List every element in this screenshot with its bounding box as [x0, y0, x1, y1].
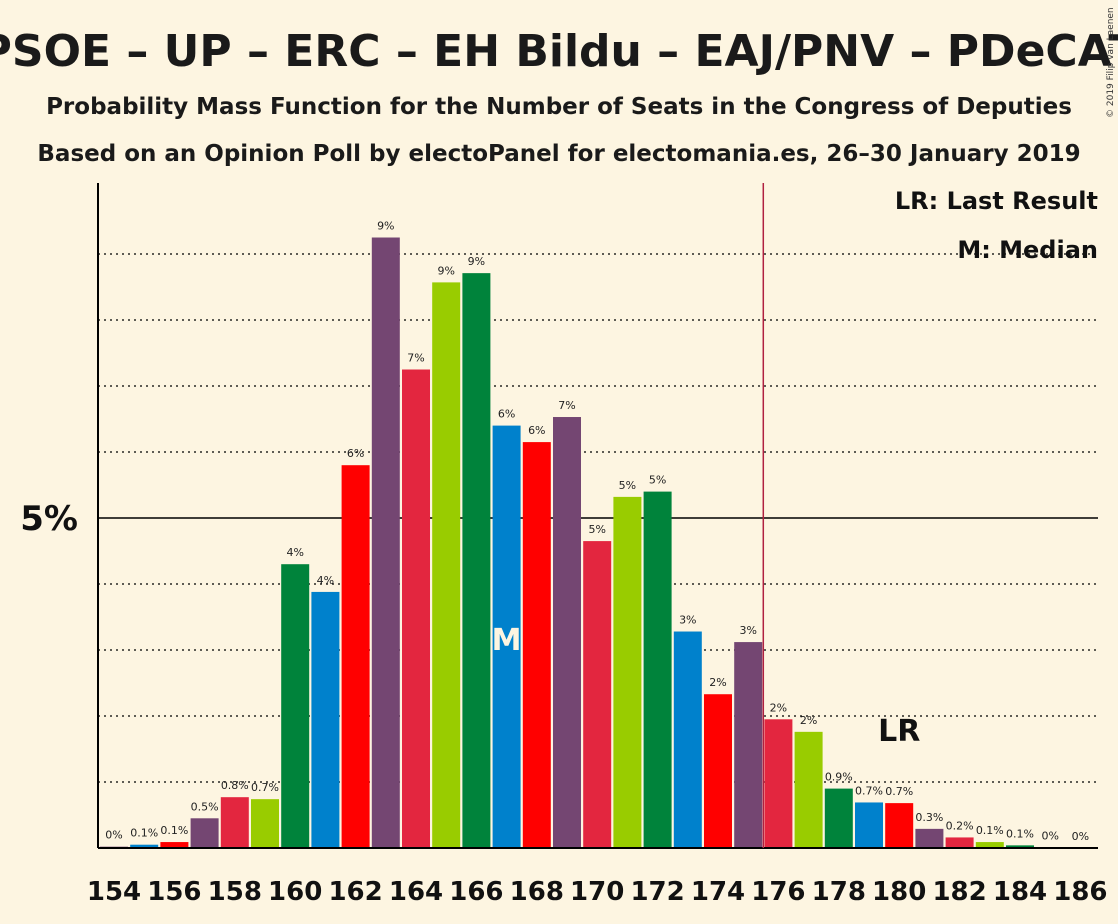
bar-label-seat-167: 6%: [498, 408, 515, 421]
bar-seat-179: [855, 802, 883, 848]
x-tick-162: 162: [328, 877, 382, 907]
bar-seat-168: [522, 442, 551, 848]
bar-label-seat-168: 6%: [528, 424, 545, 437]
bar-label-seat-179: 0.7%: [855, 784, 883, 797]
bar-label-seat-161: 4%: [317, 574, 334, 587]
x-tick-156: 156: [147, 877, 201, 907]
bar-label-seat-178: 0.9%: [825, 771, 853, 784]
bar-seat-172: [643, 491, 672, 848]
bar-seat-160: [281, 564, 310, 848]
bar-seat-169: [553, 417, 581, 848]
bar-label-seat-169: 7%: [558, 399, 575, 412]
x-tick-186: 186: [1053, 877, 1107, 907]
bar-label-seat-157: 0.5%: [191, 800, 219, 813]
bar-label-seat-174: 2%: [709, 676, 726, 689]
bar-label-seat-173: 3%: [679, 614, 696, 627]
legend-median: M: Median: [957, 236, 1098, 264]
bar-seat-158: [220, 797, 249, 848]
bar-seat-165: [432, 282, 461, 848]
bar-seat-182: [945, 837, 974, 848]
bar-seat-184: [1006, 845, 1034, 848]
bar-label-seat-163: 9%: [377, 220, 394, 233]
x-tick-164: 164: [389, 877, 443, 907]
x-tick-184: 184: [993, 877, 1047, 907]
bar-label-seat-181: 0.3%: [915, 811, 943, 824]
bar-seat-155: [130, 844, 159, 848]
bar-seat-174: [704, 694, 732, 848]
bar-seat-170: [583, 541, 612, 848]
bar-label-seat-154: 0%: [105, 829, 122, 842]
chart-title: PSOE – UP – ERC – EH Bildu – EAJ/PNV – P…: [0, 26, 1118, 77]
bar-label-seat-183: 0.1%: [976, 824, 1004, 837]
bar-label-seat-166: 9%: [468, 255, 485, 268]
x-tick-160: 160: [268, 877, 322, 907]
bar-seat-157: [190, 818, 219, 848]
bar-seat-161: [311, 591, 340, 848]
x-tick-166: 166: [449, 877, 503, 907]
bar-label-seat-170: 5%: [588, 523, 605, 536]
bar-label-seat-184: 0.1%: [1006, 827, 1034, 840]
bar-seat-159: [251, 799, 279, 848]
bar-label-seat-164: 7%: [407, 352, 424, 365]
copyright-note: © 2019 Filip van Laenen: [1106, 7, 1116, 118]
x-tick-174: 174: [691, 877, 745, 907]
x-tick-182: 182: [932, 877, 986, 907]
last-result-marker: LR: [878, 714, 920, 749]
x-tick-154: 154: [87, 877, 141, 907]
bar-seat-171: [613, 496, 642, 848]
bar-seat-178: [824, 788, 853, 848]
x-tick-178: 178: [812, 877, 866, 907]
bar-label-seat-176: 2%: [770, 701, 787, 714]
bar-seat-156: [160, 842, 189, 848]
bar-seat-163: [371, 237, 400, 848]
bar-label-seat-162: 6%: [347, 447, 364, 460]
bar-label-seat-175: 3%: [739, 624, 756, 637]
bar-seat-176: [764, 719, 793, 848]
bar-seat-164: [402, 369, 430, 848]
x-tick-158: 158: [208, 877, 262, 907]
bars: [100, 237, 1065, 848]
bar-label-seat-177: 2%: [800, 714, 817, 727]
bar-label-seat-171: 5%: [619, 479, 636, 492]
bar-labels: 0% 0.1% 0.1%0.5%0.8% 0.7%4%4%6%9%7%9%9%6%6%…: [105, 220, 1089, 844]
bar-seat-173: [673, 631, 702, 848]
bar-seat-177: [794, 731, 823, 848]
bar-label-seat-165: 9%: [437, 264, 454, 277]
legend-last-result: LR: Last Result: [895, 187, 1098, 215]
chart-subtitle-source: Based on an Opinion Poll by electoPanel …: [37, 141, 1080, 167]
x-tick-180: 180: [872, 877, 926, 907]
x-tick-labels: 154 156 158 160 162 164 166 168 170 172 174 176 178 1…: [87, 877, 1108, 907]
bar-seat-181: [915, 828, 944, 848]
bar-seat-183: [975, 842, 1004, 848]
bar-label-seat-180: 0.7%: [885, 785, 913, 798]
y-tick-5-percent: 5%: [20, 499, 78, 539]
bar-label-seat-155: 0.1%: [130, 827, 158, 840]
bar-seat-180: [885, 803, 914, 848]
bar-seat-167: [492, 425, 521, 848]
bar-label-seat-159: 0.7%: [251, 781, 279, 794]
bar-label-seat-182: 0.2%: [946, 819, 974, 832]
bar-label-seat-160: 4%: [286, 546, 303, 559]
x-tick-176: 176: [751, 877, 805, 907]
bar-label-seat-186: 0%: [1072, 830, 1089, 843]
bar-seat-166: [462, 273, 491, 848]
chart-subtitle: Probability Mass Function for the Number…: [46, 94, 1072, 120]
bar-label-seat-185: 0%: [1041, 829, 1058, 842]
bar-seat-162: [341, 465, 370, 848]
x-tick-168: 168: [510, 877, 564, 907]
x-tick-172: 172: [630, 877, 684, 907]
x-tick-170: 170: [570, 877, 624, 907]
bar-label-seat-156: 0.1%: [160, 824, 188, 837]
median-marker: M: [492, 623, 522, 658]
bar-label-seat-158: 0.8%: [221, 779, 249, 792]
bar-seat-175: [734, 642, 763, 848]
bar-label-seat-172: 5%: [649, 474, 666, 487]
